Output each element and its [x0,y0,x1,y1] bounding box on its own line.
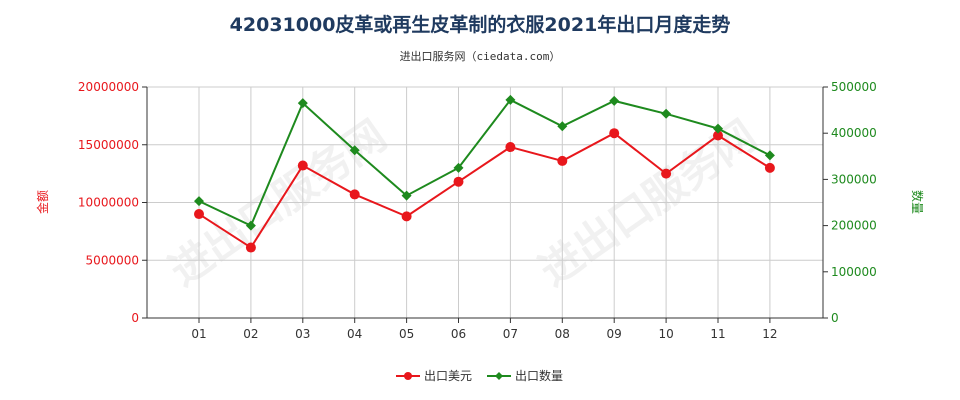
legend-marker [404,372,412,380]
x-axis-tick-label: 04 [347,327,362,341]
x-axis-tick-label: 05 [399,327,414,341]
data-point-amount [194,209,204,220]
data-point-amount [401,211,412,222]
data-point-amount [609,128,620,139]
data-point-amount [661,168,672,179]
x-axis-tick-label: 03 [295,327,310,341]
data-point-quantity [764,150,775,161]
data-point-quantity [194,196,204,207]
x-axis-tick-label: 10 [658,327,673,341]
x-axis-tick-label: 06 [451,327,466,341]
data-point-quantity [297,98,308,109]
data-point-quantity [505,94,516,105]
data-point-quantity [661,108,672,119]
left-axis-tick-label: 10000000 [78,196,139,210]
legend-label: 出口数量 [515,368,563,383]
x-axis-tick-label: 08 [555,327,570,341]
right-axis-tick-label: 200000 [831,219,877,233]
data-point-amount [713,130,723,141]
x-axis-tick-label: 01 [191,327,206,341]
data-point-amount [505,142,516,153]
right-axis-label: 数量 [910,190,925,214]
legend-marker [495,372,503,380]
data-point-amount [557,155,568,166]
data-point-amount [349,189,360,200]
legend-label: 出口美元 [424,369,472,383]
data-point-quantity [453,162,464,173]
left-axis-tick-label: 15000000 [78,138,139,152]
series-line-quantity [198,98,771,227]
left-axis-tick-label: 20000000 [78,80,139,94]
right-axis-tick-label: 300000 [831,172,877,186]
left-axis-label: 金额 [35,190,50,214]
x-axis-tick-label: 12 [762,327,777,341]
data-point-amount [453,176,464,187]
left-axis-tick-label: 0 [131,311,139,325]
x-axis-tick-label: 07 [503,327,518,341]
x-axis-tick-label: 09 [607,327,622,341]
right-axis-tick-label: 100000 [831,265,877,279]
left-axis-tick-label: 5000000 [86,253,139,267]
series-line-amount [198,132,771,249]
data-point-quantity [245,220,256,231]
data-point-amount [297,160,308,171]
data-point-quantity [401,190,412,201]
data-point-quantity [609,95,620,106]
data-point-amount [245,242,256,253]
right-axis-tick-label: 400000 [831,126,877,140]
x-axis-tick-label: 02 [243,327,258,341]
chart-title: 42031000皮革或再生皮革制的衣服2021年出口月度走势 [229,14,731,36]
data-point-quantity [557,121,568,132]
x-axis-tick-label: 11 [710,327,725,341]
right-axis-tick-label: 0 [831,311,839,325]
data-point-amount [764,162,775,173]
data-point-quantity [349,145,360,156]
data-point-quantity [713,123,723,134]
chart-subtitle: 进出口服务网（ciedata.com） [399,50,561,63]
right-axis-tick-label: 500000 [831,80,877,94]
